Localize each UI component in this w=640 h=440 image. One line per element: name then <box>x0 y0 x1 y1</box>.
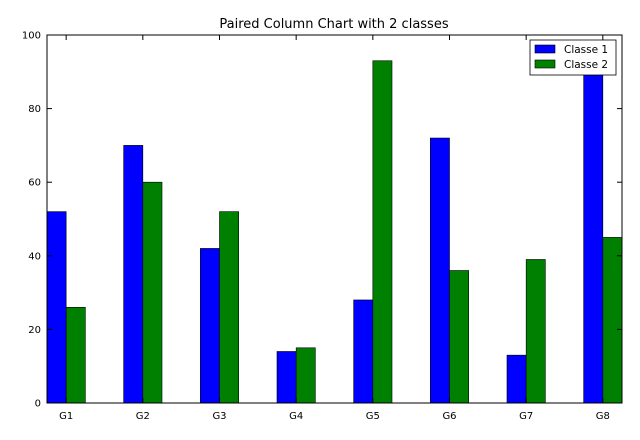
x-tick-label-g6: G6 <box>442 411 456 422</box>
x-tick-label-g4: G4 <box>289 411 303 422</box>
x-tick-label-g8: G8 <box>596 411 610 422</box>
bar-g3-series-1 <box>200 248 220 404</box>
plot-area: 0 20 40 60 80 100 G1 G2 G3 G4 G5 G6 G7 G8 <box>22 31 623 422</box>
bar-g4-series-2 <box>295 347 316 404</box>
bar-g6-series-1 <box>430 137 450 404</box>
bar-g1-series-1 <box>46 211 67 404</box>
bar-g2-series-1 <box>123 145 144 404</box>
legend-label-series-1: Classe 1 <box>564 44 608 56</box>
bar-g7-series-1 <box>506 354 527 404</box>
legend: Classe 1 Classe 2 <box>529 39 617 76</box>
y-tick-label: 40 <box>28 251 41 262</box>
x-tick-label-g3: G3 <box>212 411 226 422</box>
y-tick-label: 60 <box>28 178 41 189</box>
y-tick-label: 80 <box>28 104 41 115</box>
plot-frame <box>46 34 623 404</box>
x-tick-label-g1: G1 <box>59 411 73 422</box>
x-tick-label-g5: G5 <box>366 411 380 422</box>
bar-g7-series-2 <box>525 259 546 404</box>
x-tick-label-g7: G7 <box>519 411 533 422</box>
bar-g5-series-2 <box>372 60 393 404</box>
legend-swatch-series-2 <box>534 59 556 69</box>
legend-swatch-series-1 <box>534 44 556 54</box>
bar-g1-series-2 <box>65 307 86 404</box>
bar-g4-series-1 <box>276 351 297 404</box>
bar-g6-series-2 <box>449 270 469 404</box>
y-tick-label: 0 <box>35 399 41 410</box>
chart-title: Paired Column Chart with 2 classes <box>219 17 448 32</box>
legend-label-series-2: Classe 2 <box>564 59 608 71</box>
bar-g8-series-2 <box>602 237 623 404</box>
bar-g3-series-2 <box>219 211 239 404</box>
y-tick-label: 20 <box>28 325 41 336</box>
bar-g8-series-1 <box>583 64 604 404</box>
bar-g2-series-2 <box>142 181 163 404</box>
y-tick-label: 100 <box>22 31 41 42</box>
x-tick-label-g2: G2 <box>136 411 150 422</box>
bar-g5-series-1 <box>353 299 374 404</box>
